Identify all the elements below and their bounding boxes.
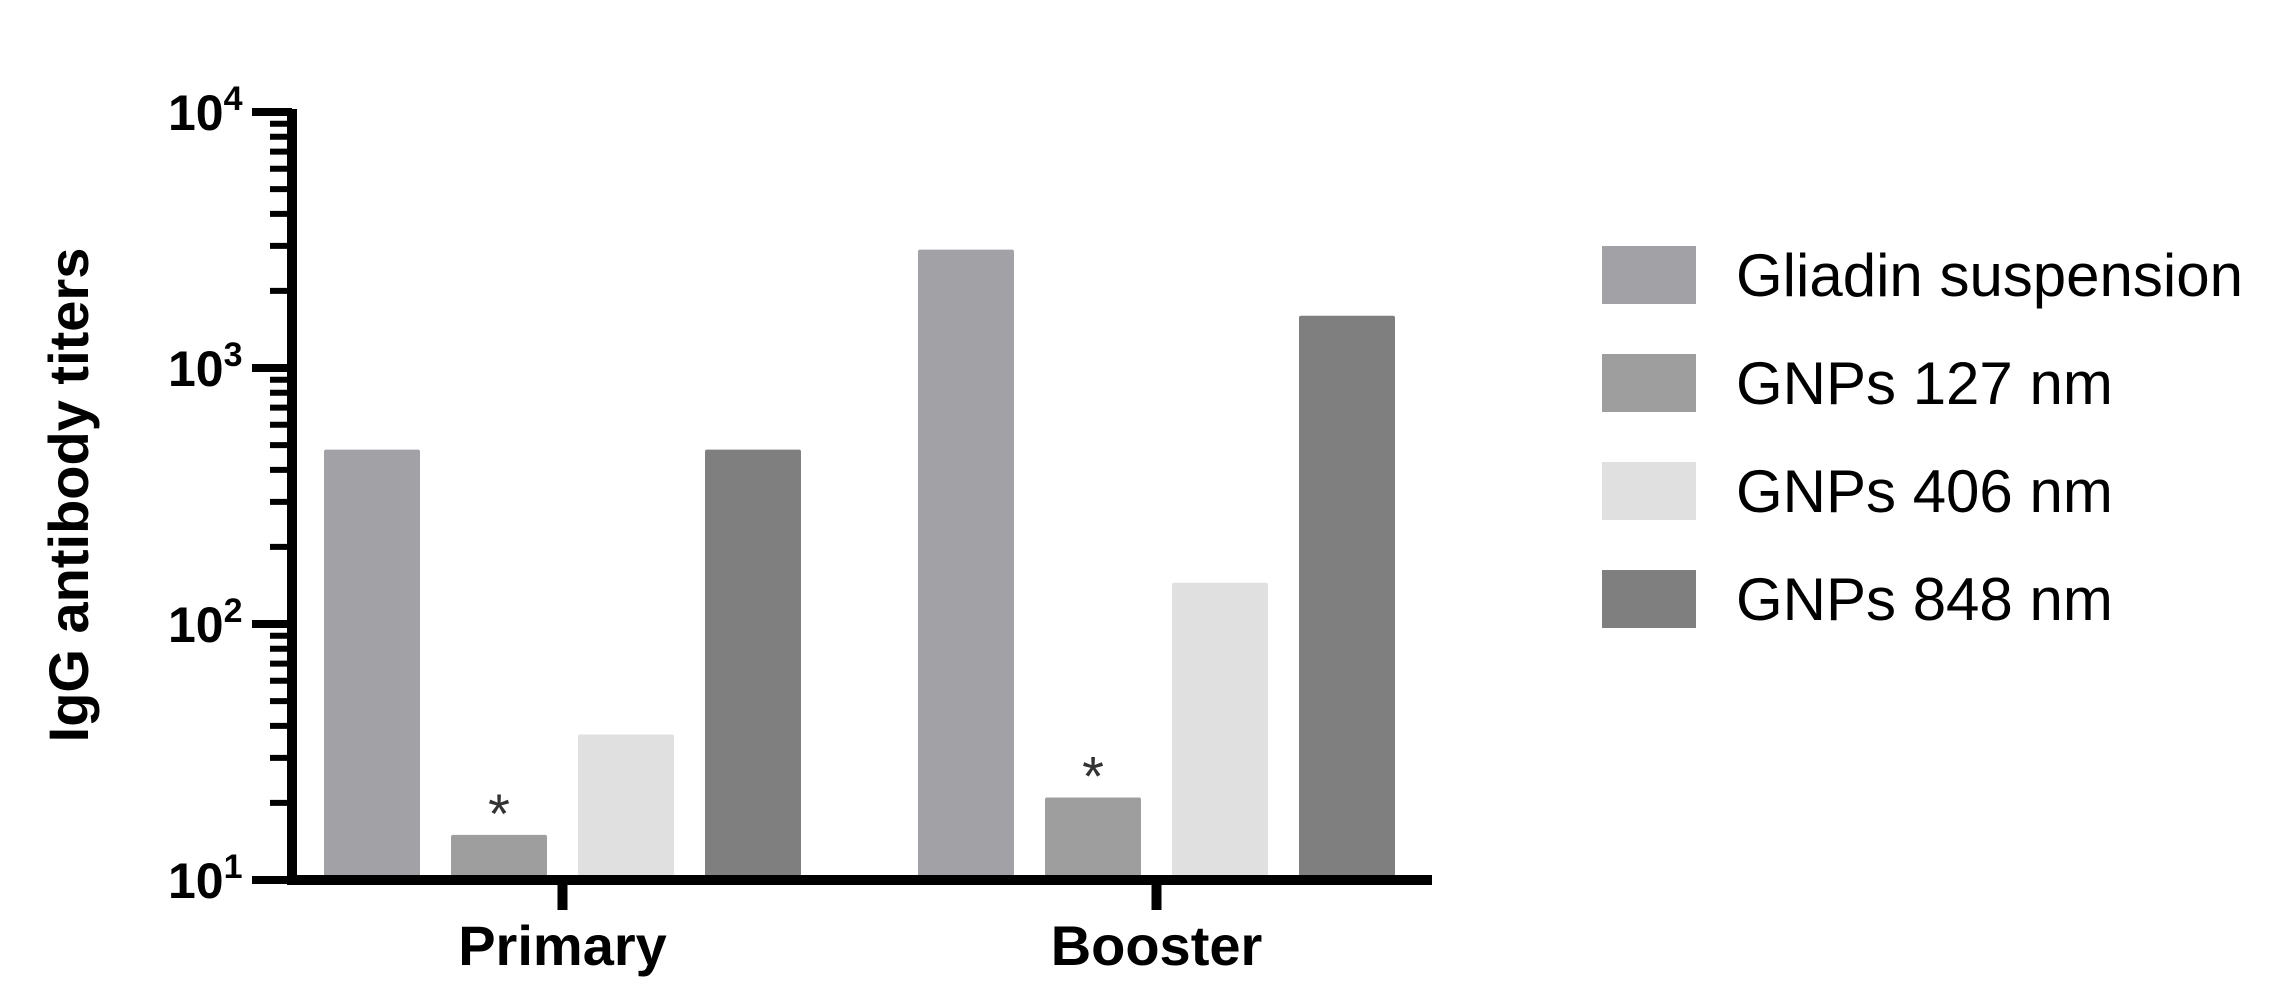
legend-swatch: [1602, 462, 1696, 520]
legend-label: Gliadin suspension: [1736, 242, 2243, 309]
significance-asterisk: *: [488, 782, 510, 845]
x-category-label: Booster: [1051, 914, 1263, 977]
legend-label: GNPs 406 nm: [1736, 458, 2113, 525]
legend-swatch: [1602, 246, 1696, 304]
y-axis-label: IgG antibody titers: [37, 248, 100, 743]
bar-booster-gnps-406-nm: [1172, 582, 1268, 880]
legend: Gliadin suspension GNPs 127 nm GNPs 406 nm…: [1602, 242, 2243, 633]
bar-primary-gliadin-suspension: [324, 449, 420, 880]
bar-booster-gnps-848-nm: [1299, 315, 1395, 881]
bar-booster-gliadin-suspension: [918, 249, 1014, 881]
bar-primary-gnps-406-nm: [578, 734, 674, 880]
y-tick-label: 103: [168, 336, 243, 397]
axes-group: 101 102 103 104 Primary Booster: [168, 80, 1432, 977]
bars-group: [324, 249, 1395, 881]
y-tick-label: 104: [168, 80, 243, 141]
y-tick-label: 102: [168, 592, 243, 653]
legend-label: GNPs 127 nm: [1736, 350, 2113, 417]
significance-asterisk: *: [1082, 745, 1104, 808]
bar-booster-gnps-127-nm: [1045, 797, 1141, 880]
annotations-group: **: [488, 745, 1104, 845]
bar-primary-gnps-127-nm: [451, 834, 547, 880]
legend-swatch: [1602, 570, 1696, 628]
legend-label: GNPs 848 nm: [1736, 566, 2113, 633]
legend-swatch: [1602, 354, 1696, 412]
y-tick-label: 101: [168, 848, 243, 909]
x-category-label: Primary: [458, 914, 667, 977]
bar-primary-gnps-848-nm: [705, 449, 801, 880]
